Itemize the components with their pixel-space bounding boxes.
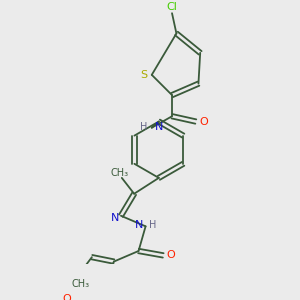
Text: O: O bbox=[167, 250, 176, 260]
Text: S: S bbox=[140, 70, 147, 80]
Text: N: N bbox=[135, 220, 143, 230]
Text: CH₃: CH₃ bbox=[111, 168, 129, 178]
Text: CH₃: CH₃ bbox=[71, 280, 89, 290]
Text: N: N bbox=[111, 213, 119, 224]
Text: O: O bbox=[62, 294, 71, 300]
Text: H: H bbox=[149, 220, 157, 230]
Text: H: H bbox=[140, 122, 147, 132]
Text: N: N bbox=[154, 122, 163, 132]
Text: O: O bbox=[199, 116, 208, 127]
Text: Cl: Cl bbox=[167, 2, 178, 12]
